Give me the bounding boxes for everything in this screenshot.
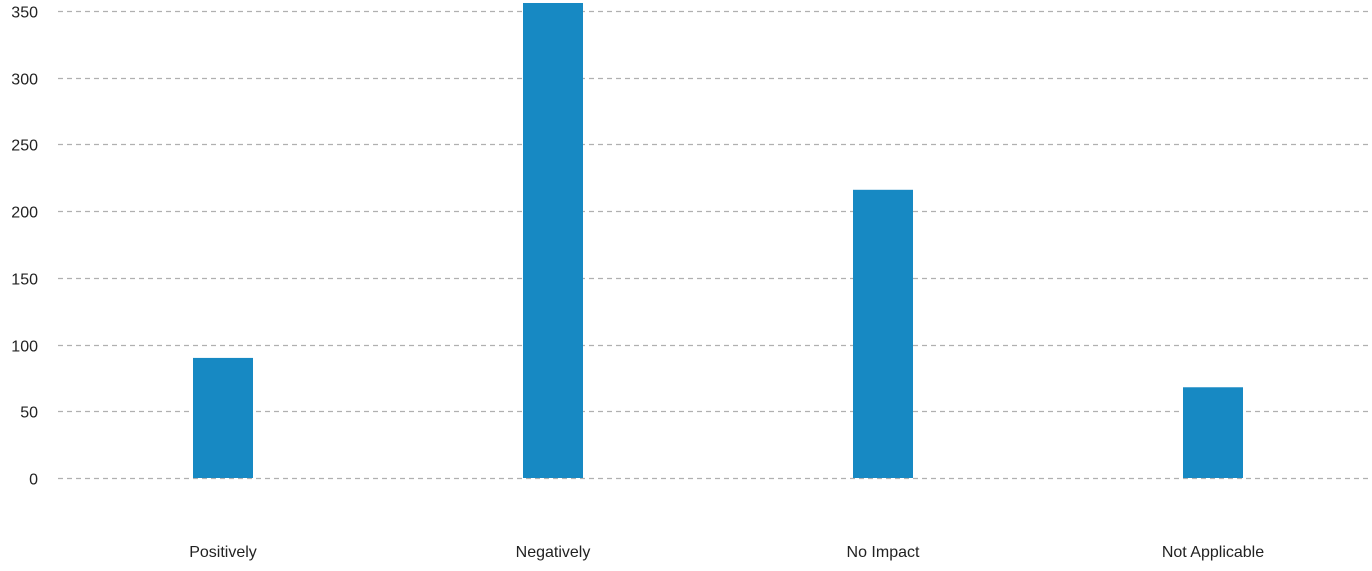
bars xyxy=(193,2,1243,478)
bar-no-impact xyxy=(853,189,913,478)
y-tick-label: 150 xyxy=(11,272,38,289)
bar-negatively xyxy=(523,2,583,478)
bar-not-applicable xyxy=(1183,387,1243,478)
x-axis-category-labels: Positively Negatively No Impact Not Applica… xyxy=(189,544,1264,561)
y-axis-tick-labels: 0 50 100 150 200 250 300 350 xyxy=(11,5,38,489)
x-category-label: No Impact xyxy=(847,544,920,561)
y-tick-label: 0 xyxy=(29,472,38,489)
y-tick-label: 300 xyxy=(11,72,38,89)
x-category-label: Positively xyxy=(189,544,257,561)
y-tick-label: 50 xyxy=(20,405,38,422)
y-tick-label: 350 xyxy=(11,5,38,22)
gridlines xyxy=(58,10,1372,480)
x-category-label: Negatively xyxy=(516,544,591,561)
x-category-label: Not Applicable xyxy=(1162,544,1264,561)
bar-positively xyxy=(193,357,253,478)
y-tick-label: 250 xyxy=(11,138,38,155)
y-tick-label: 200 xyxy=(11,205,38,222)
y-tick-label: 100 xyxy=(11,339,38,356)
